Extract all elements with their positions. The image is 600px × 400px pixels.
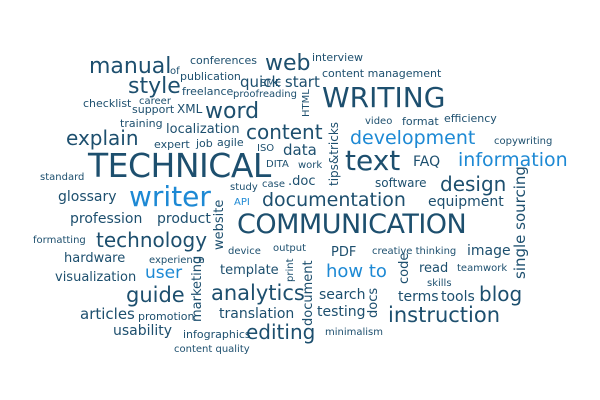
word-promotion: promotion <box>138 310 195 323</box>
word-usability: usability <box>113 323 173 339</box>
word-quick-start: quick start <box>240 73 320 91</box>
word-pdf: PDF <box>331 245 357 260</box>
word-doc: .doc <box>288 174 316 189</box>
word-translation: translation <box>219 306 295 322</box>
word-code: code <box>397 252 412 284</box>
word-analytics: analytics <box>211 281 305 305</box>
word-freelance: freelance <box>182 85 234 98</box>
word-xml: XML <box>177 102 203 116</box>
word-device: device <box>228 246 261 257</box>
word-communication: COMMUNICATION <box>237 209 467 240</box>
word-articles: articles <box>80 305 135 323</box>
word-tools: tools <box>441 289 475 305</box>
word-training: training <box>120 117 163 130</box>
word-dita: DITA <box>266 159 289 170</box>
word-video: video <box>365 116 393 127</box>
word-work: work <box>298 160 323 171</box>
word-conferences: conferences <box>190 54 257 67</box>
word-tips-tricks: tips&tricks <box>327 121 341 186</box>
word-case: case <box>262 179 285 190</box>
word-terms: terms <box>398 289 439 305</box>
word-publication: publication <box>180 70 241 83</box>
word-development: development <box>350 127 476 149</box>
word-sme: SME <box>260 78 282 89</box>
word-single-sourcing: single sourcing <box>511 166 529 279</box>
word-testing: testing <box>317 304 366 320</box>
word-word: word <box>205 99 260 124</box>
word-template: template <box>220 263 279 278</box>
word-blog: blog <box>479 282 523 306</box>
word-infographics: infographics <box>183 328 251 341</box>
word-skills: skills <box>427 278 452 289</box>
word-documentation: documentation <box>262 189 406 211</box>
word-experience: experience <box>149 255 205 266</box>
word-print: print <box>285 258 296 283</box>
word-copywriting: copywriting <box>494 136 553 147</box>
word-read: read <box>419 261 449 276</box>
word-proofreading: proofreading <box>233 89 297 100</box>
word-technology: technology <box>96 228 208 252</box>
word-equipment: equipment <box>428 194 504 210</box>
word-instruction: instruction <box>388 303 501 327</box>
word-software: software <box>375 176 427 190</box>
word-interview: interview <box>312 51 363 64</box>
word-glossary: glossary <box>58 189 117 205</box>
word-formatting: formatting <box>33 235 86 246</box>
word-minimalism: minimalism <box>325 327 384 338</box>
word-explain: explain <box>66 126 139 150</box>
word-editing: editing <box>246 320 316 344</box>
word-localization: localization <box>166 122 240 137</box>
word-profession: profession <box>70 211 143 227</box>
word-writer: writer <box>129 180 211 213</box>
word-of: of <box>170 66 180 77</box>
word-user: user <box>145 263 183 283</box>
word-faq: FAQ <box>413 154 441 170</box>
word-content-management: content management <box>322 67 442 80</box>
word-format: format <box>402 115 439 128</box>
word-text: text <box>345 144 401 177</box>
word-image: image <box>467 243 511 259</box>
word-guide: guide <box>126 283 185 307</box>
word-efficiency: efficiency <box>444 112 497 125</box>
word-web: web <box>265 51 311 76</box>
word-hardware: hardware <box>64 251 126 266</box>
word-docs: docs <box>366 287 381 318</box>
word-technical: TECHNICAL <box>88 146 271 185</box>
word-creative-thinking: creative thinking <box>372 246 457 257</box>
word-visualization: visualization <box>55 270 137 285</box>
word-output: output <box>273 243 306 254</box>
word-iso: ISO <box>257 143 275 154</box>
word-html: HTML <box>301 89 312 117</box>
word-design: design <box>440 172 507 196</box>
word-website: website <box>212 199 227 250</box>
word-style: style <box>128 74 181 99</box>
word-agile: agile <box>217 136 244 149</box>
word-study: study <box>230 182 258 193</box>
word-search: search <box>319 287 366 303</box>
word-standard: standard <box>40 172 85 183</box>
word-expert: expert <box>154 138 190 151</box>
word-teamwork: teamwork <box>457 263 508 274</box>
word-information: information <box>458 149 568 171</box>
word-career: career <box>139 96 171 107</box>
word-data: data <box>283 141 317 159</box>
word-job: job <box>196 137 213 150</box>
word-writing: WRITING <box>322 81 446 114</box>
word-document: document <box>301 260 316 326</box>
word-content: content <box>246 120 323 144</box>
word-checklist: checklist <box>83 97 132 110</box>
word-content-quality: content quality <box>174 344 250 355</box>
word-support: support <box>132 103 175 116</box>
word-how-to: how to <box>326 261 387 282</box>
word-product: product <box>157 211 211 227</box>
word-manual: manual <box>89 54 172 79</box>
word-api: API <box>234 197 250 208</box>
